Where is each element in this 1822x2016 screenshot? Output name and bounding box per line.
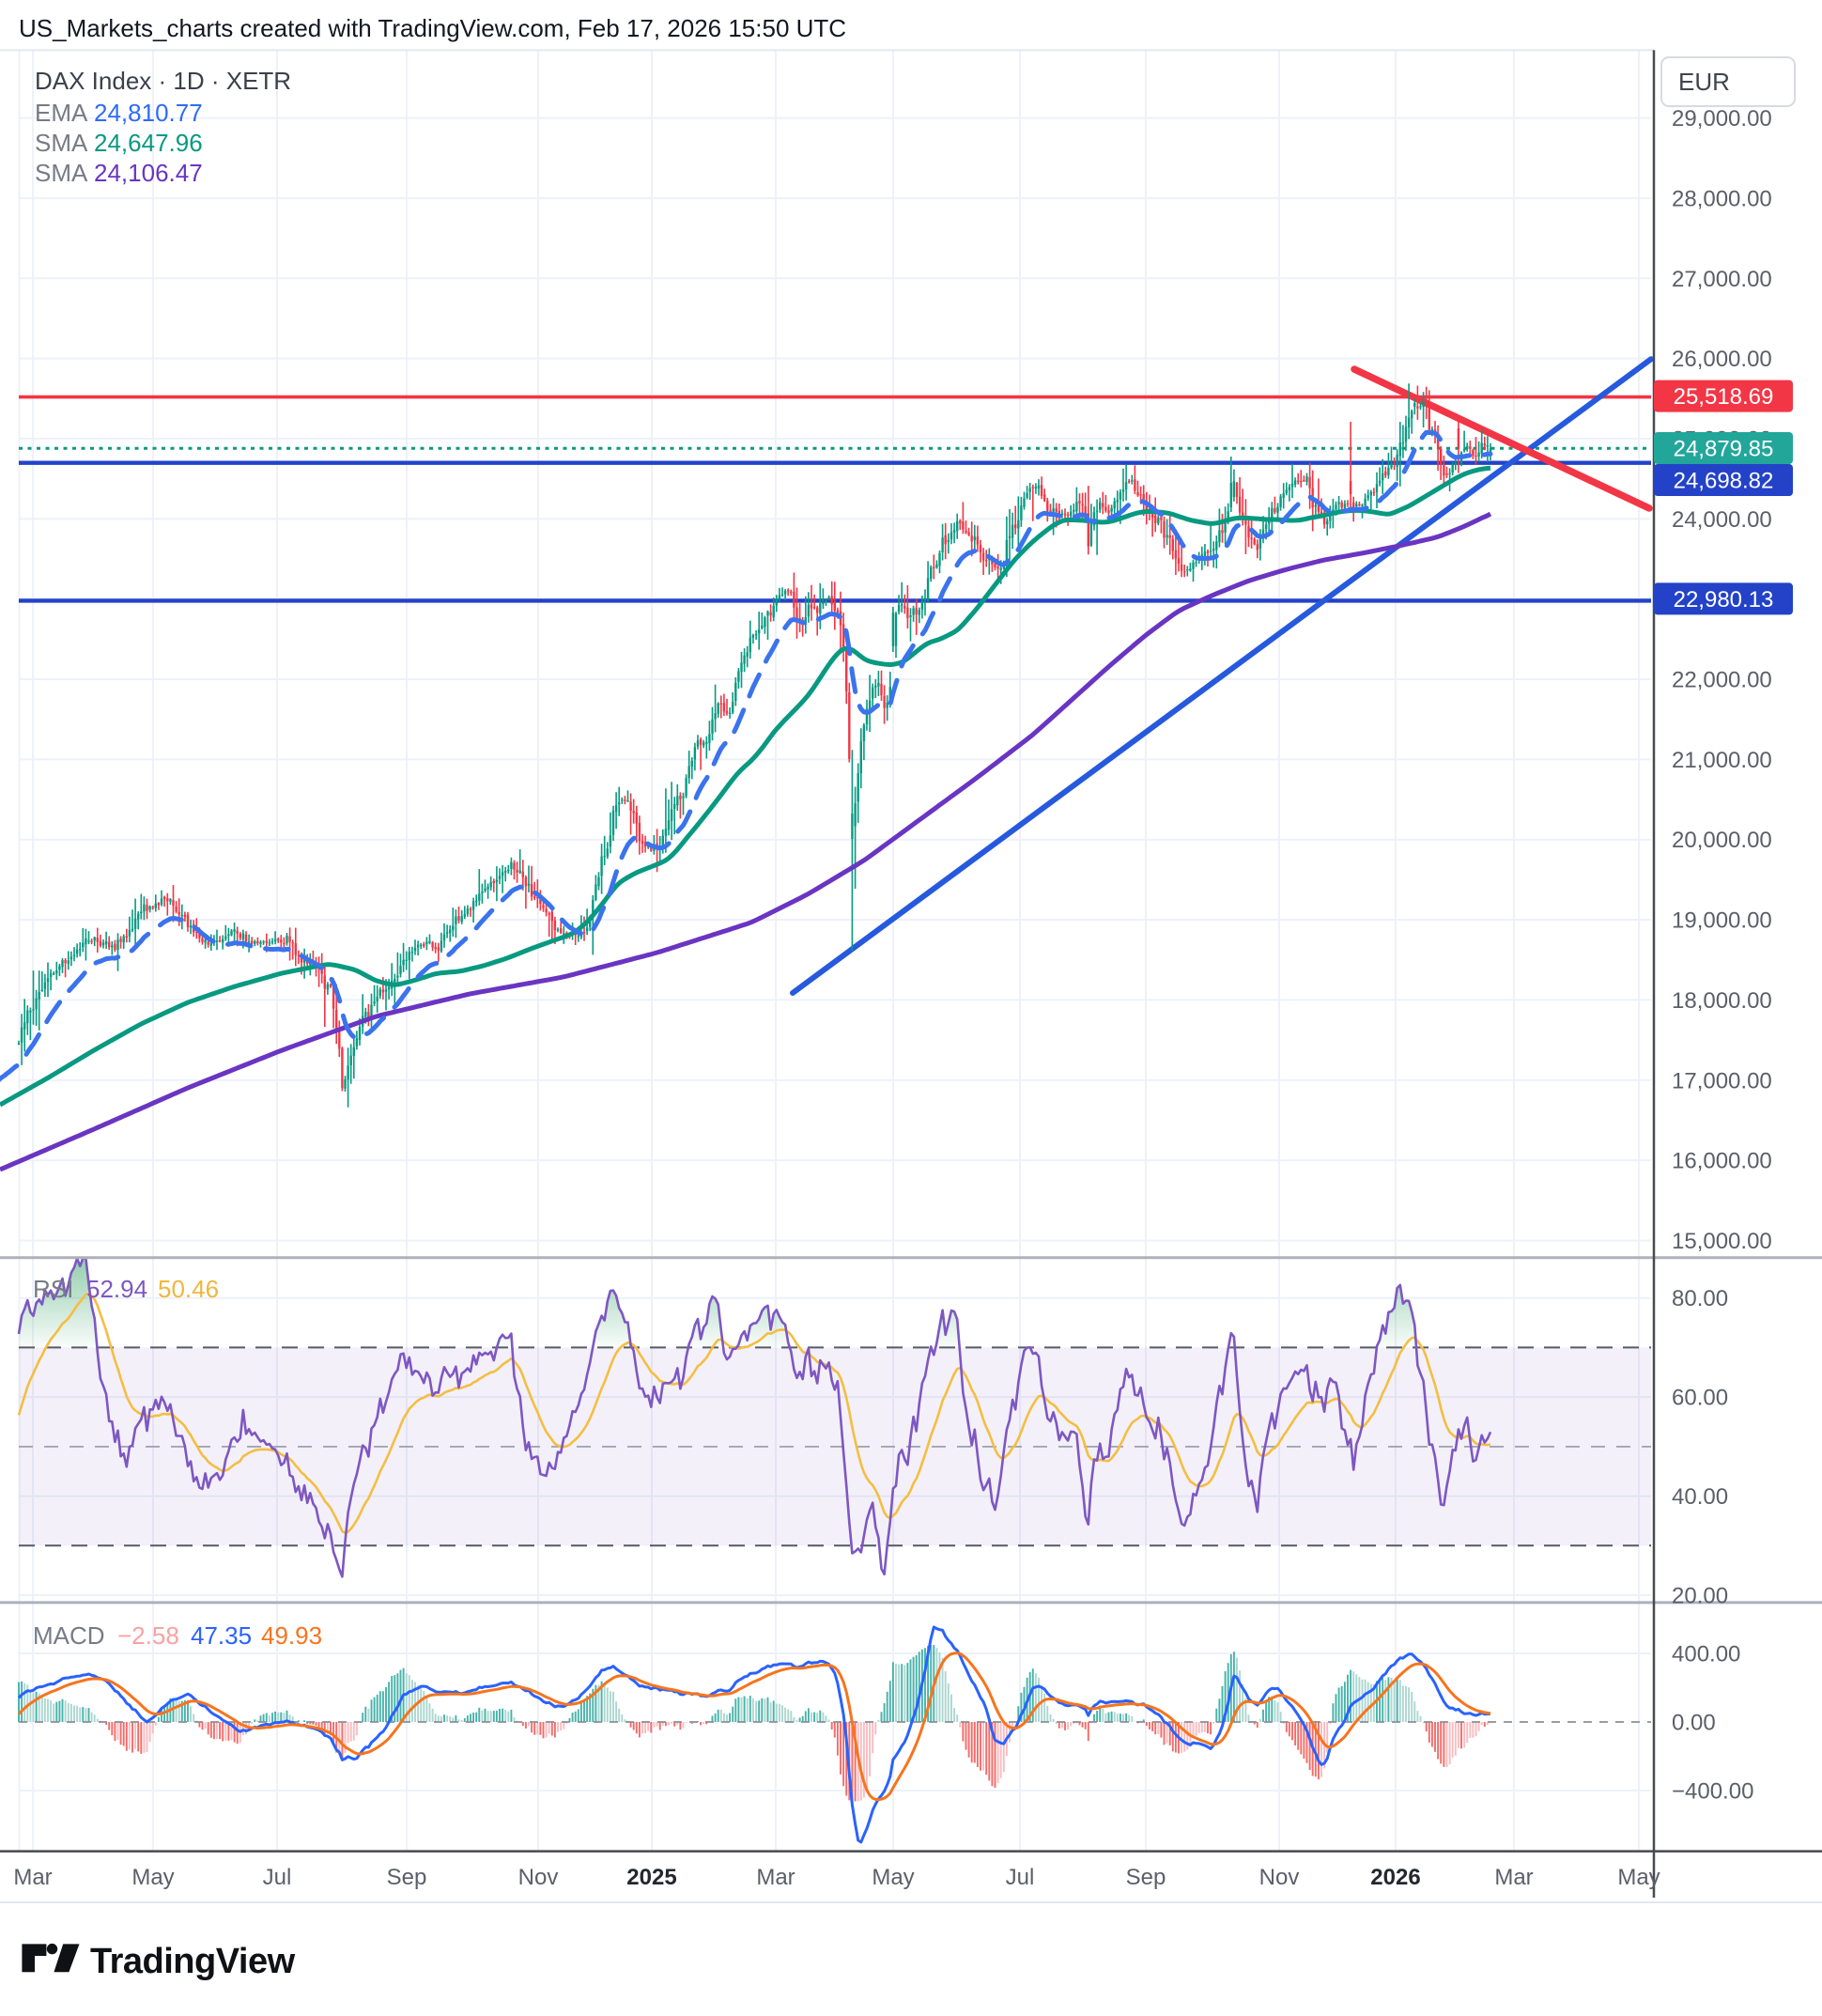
- svg-text:52.94: 52.94: [86, 1275, 147, 1303]
- svg-text:28,000.00: 28,000.00: [1672, 186, 1772, 211]
- svg-text:Jul: Jul: [1006, 1865, 1035, 1890]
- svg-text:0.00: 0.00: [1672, 1711, 1716, 1736]
- svg-text:15,000.00: 15,000.00: [1672, 1229, 1772, 1254]
- svg-text:2025: 2025: [626, 1865, 676, 1890]
- svg-text:SMA: SMA: [35, 159, 88, 187]
- svg-text:19,000.00: 19,000.00: [1672, 908, 1772, 934]
- svg-text:21,000.00: 21,000.00: [1672, 748, 1772, 773]
- svg-text:24,647.96: 24,647.96: [94, 129, 203, 157]
- svg-text:TradingView: TradingView: [90, 1942, 296, 1981]
- svg-text:May: May: [1617, 1865, 1660, 1890]
- svg-text:−400.00: −400.00: [1672, 1779, 1753, 1805]
- svg-text:80.00: 80.00: [1672, 1286, 1728, 1311]
- svg-text:2026: 2026: [1370, 1865, 1420, 1890]
- svg-text:400.00: 400.00: [1672, 1642, 1740, 1667]
- svg-text:Mar: Mar: [756, 1865, 795, 1890]
- svg-text:−2.58: −2.58: [117, 1621, 179, 1650]
- svg-text:Sep: Sep: [387, 1865, 427, 1890]
- svg-text:Jul: Jul: [263, 1865, 292, 1890]
- svg-text:DAX Index · 1D · XETR: DAX Index · 1D · XETR: [35, 67, 291, 95]
- svg-text:27,000.00: 27,000.00: [1672, 267, 1772, 292]
- svg-text:Mar: Mar: [1494, 1865, 1533, 1890]
- svg-text:24,000.00: 24,000.00: [1672, 507, 1772, 533]
- svg-text:18,000.00: 18,000.00: [1672, 988, 1772, 1014]
- svg-text:17,000.00: 17,000.00: [1672, 1068, 1772, 1093]
- svg-text:25,518.69: 25,518.69: [1674, 384, 1774, 410]
- svg-text:20,000.00: 20,000.00: [1672, 828, 1772, 853]
- svg-text:60.00: 60.00: [1672, 1386, 1728, 1411]
- svg-text:16,000.00: 16,000.00: [1672, 1149, 1772, 1174]
- svg-text:US_Markets_charts created with: US_Markets_charts created with TradingVi…: [19, 14, 846, 42]
- svg-text:49.93: 49.93: [261, 1621, 322, 1650]
- svg-text:Mar: Mar: [13, 1865, 52, 1890]
- svg-text:20.00: 20.00: [1672, 1584, 1728, 1609]
- svg-text:EUR: EUR: [1678, 68, 1730, 96]
- svg-text:24,698.82: 24,698.82: [1674, 469, 1774, 494]
- svg-text:24,879.85: 24,879.85: [1674, 437, 1774, 462]
- svg-text:22,980.13: 22,980.13: [1674, 587, 1774, 613]
- svg-text:24,106.47: 24,106.47: [94, 159, 203, 187]
- svg-text:26,000.00: 26,000.00: [1672, 347, 1772, 372]
- svg-text:SMA: SMA: [35, 129, 88, 157]
- svg-text:Sep: Sep: [1126, 1865, 1166, 1890]
- svg-text:MACD: MACD: [33, 1621, 105, 1650]
- svg-text:May: May: [131, 1865, 174, 1890]
- svg-text:RSI: RSI: [33, 1275, 73, 1303]
- svg-text:EMA: EMA: [35, 99, 88, 127]
- svg-text:May: May: [872, 1865, 914, 1890]
- svg-text:24,810.77: 24,810.77: [94, 99, 203, 127]
- svg-text:Nov: Nov: [1259, 1865, 1300, 1890]
- svg-text:47.35: 47.35: [191, 1621, 252, 1650]
- svg-text:22,000.00: 22,000.00: [1672, 668, 1772, 693]
- svg-text:Nov: Nov: [518, 1865, 559, 1890]
- svg-text:40.00: 40.00: [1672, 1484, 1728, 1510]
- svg-text:29,000.00: 29,000.00: [1672, 106, 1772, 132]
- svg-text:50.46: 50.46: [158, 1275, 219, 1303]
